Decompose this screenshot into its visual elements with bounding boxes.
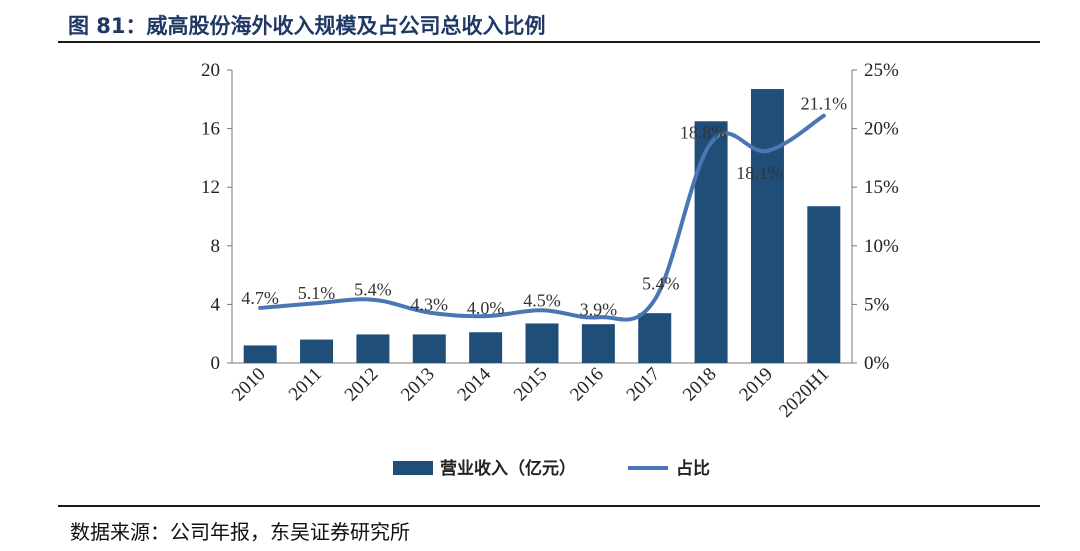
bar <box>807 206 841 363</box>
left-tick-label: 0 <box>211 353 221 374</box>
x-tick-label: 2014 <box>453 363 495 405</box>
legend-bar-label: 营业收入（亿元） <box>440 458 576 479</box>
line-data-label: 4.5% <box>523 290 561 310</box>
x-tick-label: 2011 <box>285 364 326 405</box>
legend-line-label: 占比 <box>676 458 710 479</box>
bar <box>412 334 446 363</box>
right-tick-label: 15% <box>864 177 899 198</box>
bar <box>469 332 503 363</box>
left-tick-label: 12 <box>201 177 220 198</box>
tick-labels: 0 4 8 12 16 20 0% 5% 10% 15% 20% 25% 2010 2011 2012 201… <box>201 60 899 422</box>
line-data-label: 4.3% <box>411 295 449 315</box>
bar <box>638 313 672 363</box>
x-tick-label: 2018 <box>679 364 721 406</box>
line-data-label: 5.4% <box>354 280 392 300</box>
left-tick-label: 4 <box>211 294 221 315</box>
x-tick-label: 2016 <box>566 364 608 406</box>
line-data-label: 5.4% <box>642 274 680 294</box>
line-data-label: 3.9% <box>580 299 618 319</box>
left-tick-label: 8 <box>211 236 221 257</box>
bar <box>581 324 615 363</box>
x-tick-label: 2012 <box>341 364 383 406</box>
right-tick-label: 20% <box>864 119 899 140</box>
right-tick-label: 10% <box>864 236 899 257</box>
bar <box>750 89 784 364</box>
line-data-label: 18.8% <box>680 123 727 143</box>
line-data-label: 18.1% <box>736 163 783 183</box>
line-series <box>258 113 826 322</box>
bar <box>356 334 390 363</box>
right-tick-label: 25% <box>864 60 899 81</box>
x-tick-label: 2010 <box>228 364 270 406</box>
x-tick-label: 2020H1 <box>775 364 833 422</box>
right-tick-label: 0% <box>864 353 890 374</box>
x-tick-label: 2013 <box>397 364 439 406</box>
bar <box>525 323 559 363</box>
bar-series <box>243 89 841 364</box>
line-data-label: 5.1% <box>298 283 336 303</box>
x-tick-label: 2019 <box>735 364 777 406</box>
left-tick-label: 20 <box>201 60 220 81</box>
legend: 营业收入（亿元） 占比 <box>393 458 710 479</box>
x-tick-label: 2017 <box>623 364 665 406</box>
legend-bar-swatch <box>393 461 433 475</box>
line-data-label: 4.7% <box>241 288 279 308</box>
x-tick-label: 2015 <box>510 364 552 406</box>
share-line <box>258 113 826 322</box>
top-rule <box>58 41 1040 43</box>
data-labels: 4.7% 5.1% 5.4% 4.3% 4.0% 4.5% 3.9% 5.4% 18.8% 18.… <box>241 94 847 320</box>
bar <box>300 339 334 363</box>
line-data-label: 21.1% <box>801 94 848 114</box>
right-tick-label: 5% <box>864 294 890 315</box>
left-tick-label: 16 <box>201 119 220 140</box>
bar <box>694 121 728 364</box>
source-note: 数据来源：公司年报，东吴证券研究所 <box>70 520 410 544</box>
figure-title: 图 81：威高股份海外收入规模及占公司总收入比例 <box>68 14 546 38</box>
chart: 4.7% 5.1% 5.4% 4.3% 4.0% 4.5% 3.9% 5.4% 18.8% 18.… <box>201 60 899 479</box>
line-data-label: 4.0% <box>467 298 505 318</box>
bottom-rule <box>58 505 1040 507</box>
bar <box>243 345 277 363</box>
